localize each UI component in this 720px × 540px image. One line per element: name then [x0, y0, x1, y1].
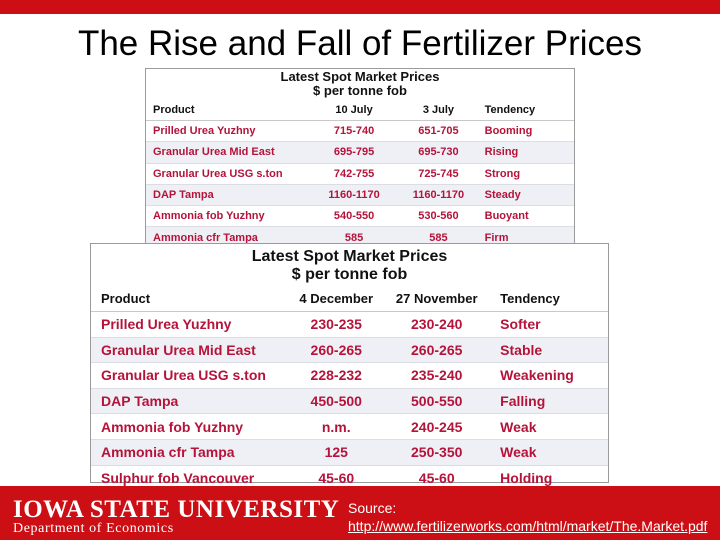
table-body: Prilled Urea Yuzhny 230-235 230-240 Softer G… — [91, 312, 608, 492]
cell-product: DAP Tampa — [153, 189, 214, 202]
table-row: DAP Tampa 450-500 500-550 Falling — [91, 388, 608, 415]
column-header-date1: 10 July — [335, 104, 373, 116]
table-row: Granular Urea USG s.ton 742-755 725-745 Str… — [146, 164, 574, 185]
cell-tendency: Firm — [484, 231, 509, 244]
cell-product: Ammonia cfr Tampa — [101, 444, 235, 461]
cell-product: Granular Urea Mid East — [153, 146, 275, 159]
price-table-july: Latest Spot Market Prices $ per tonne fo… — [145, 68, 575, 249]
column-headers: Product 4 December 27 November Tendency — [91, 286, 608, 312]
cell-price-recent: 585 — [344, 231, 364, 244]
cell-tendency: Booming — [484, 125, 533, 138]
column-header-tendency: Tendency — [484, 104, 536, 116]
cell-tendency: Weak — [500, 418, 537, 435]
cell-product: Sulphur fob Vancouver — [101, 469, 255, 486]
cell-price-recent: n.m. — [321, 418, 351, 435]
table-row: Prilled Urea Yuzhny 230-235 230-240 Softer — [91, 312, 608, 338]
cell-price-recent: 260-265 — [310, 341, 362, 358]
cell-price-earlier: 250-350 — [411, 444, 463, 461]
source-citation: Source: http://www.fertilizerworks.com/h… — [348, 499, 720, 535]
source-label: Source: — [348, 500, 397, 516]
table-subtitle: $ per tonne fob — [313, 83, 407, 99]
cell-product: Granular Urea Mid East — [101, 341, 256, 358]
column-header-product: Product — [101, 291, 151, 306]
cell-price-earlier: 1160-1170 — [412, 189, 465, 202]
table-title: Latest Spot Market Prices — [251, 248, 448, 265]
column-header-date2: 3 July — [422, 104, 455, 116]
table-row: Ammonia fob Yuzhny 540-550 530-560 Buoyant — [146, 206, 574, 228]
cell-price-recent: 540-550 — [333, 210, 375, 223]
cell-price-earlier: 585 — [429, 231, 448, 244]
cell-tendency: Buoyant — [484, 210, 529, 223]
cell-product: Prilled Urea Yuzhny — [153, 125, 256, 138]
cell-tendency: Rising — [484, 146, 519, 159]
cell-price-earlier: 235-240 — [411, 367, 463, 384]
cell-tendency: Weak — [500, 444, 537, 461]
cell-price-earlier: 651-705 — [418, 125, 459, 138]
footer-bar — [0, 486, 720, 540]
table-row: DAP Tampa 1160-1170 1160-1170 Steady — [146, 184, 574, 207]
table-row: Granular Urea Mid East 695-795 695-730 Risi… — [146, 142, 574, 164]
cell-price-recent: 450-500 — [310, 393, 362, 410]
column-header-product: Product — [153, 104, 195, 116]
cell-price-earlier: 530-560 — [418, 210, 459, 223]
table-row: Granular Urea USG s.ton 228-232 235-240 Wea… — [91, 363, 608, 389]
cell-product: Ammonia fob Yuzhny — [101, 418, 244, 435]
cell-product: Ammonia fob Yuzhny — [153, 210, 265, 223]
cell-product: Ammonia cfr Tampa — [153, 231, 258, 244]
cell-price-earlier: 240-245 — [411, 418, 463, 435]
cell-product: DAP Tampa — [101, 393, 179, 410]
table-row: Ammonia fob Yuzhny n.m. 240-245 Weak — [91, 414, 608, 440]
cell-price-recent: 715-740 — [333, 125, 375, 138]
cell-price-recent: 125 — [324, 444, 348, 461]
cell-product: Granular Urea USG s.ton — [101, 367, 266, 384]
source-link[interactable]: http://www.fertilizerworks.com/html/mark… — [348, 518, 708, 534]
table-body: Prilled Urea Yuzhny 715-740 651-705 Booming… — [146, 121, 574, 249]
column-header-date1: 4 December — [299, 291, 374, 306]
table-title: Latest Spot Market Prices — [280, 69, 440, 84]
cell-tendency: Steady — [484, 189, 521, 202]
table-subtitle: $ per tonne fob — [291, 265, 408, 283]
cell-price-earlier: 45-60 — [418, 469, 455, 486]
university-logo-wordmark: IOWA STATE UNIVERSITY — [13, 496, 340, 523]
cell-product: Prilled Urea Yuzhny — [101, 316, 232, 333]
cell-price-earlier: 725-745 — [418, 167, 459, 180]
cell-tendency: Stable — [500, 341, 543, 358]
top-accent-bar — [0, 0, 720, 14]
table-row: Ammonia cfr Tampa 125 250-350 Weak — [91, 439, 608, 466]
column-headers: Product 10 July 3 July Tendency — [146, 100, 574, 121]
column-header-tendency: Tendency — [500, 291, 560, 306]
table-header: Latest Spot Market Prices $ per tonne fo… — [146, 69, 574, 100]
price-table-december: Latest Spot Market Prices $ per tonne fo… — [90, 243, 609, 492]
slide-title: The Rise and Fall of Fertilizer Prices — [77, 24, 643, 63]
cell-price-recent: 1160-1170 — [328, 189, 380, 202]
cell-price-earlier: 230-240 — [411, 316, 463, 333]
department-name: Department of Economics — [13, 521, 174, 536]
table-row: Granular Urea Mid East 260-265 260-265 Stab… — [91, 337, 608, 364]
table-header: Latest Spot Market Prices $ per tonne fo… — [91, 244, 608, 286]
cell-tendency: Weakening — [500, 367, 574, 384]
cell-price-recent: 230-235 — [310, 316, 362, 333]
cell-tendency: Falling — [500, 393, 546, 410]
cell-tendency: Softer — [500, 316, 541, 333]
cell-price-recent: 695-795 — [333, 146, 375, 159]
cell-price-recent: 742-755 — [333, 167, 375, 180]
cell-price-earlier: 695-730 — [418, 146, 459, 159]
cell-price-earlier: 260-265 — [411, 341, 463, 358]
cell-price-recent: 45-60 — [318, 469, 355, 486]
column-header-date2: 27 November — [395, 291, 478, 306]
cell-product: Granular Urea USG s.ton — [153, 167, 283, 180]
cell-tendency: Holding — [500, 469, 553, 486]
cell-tendency: Strong — [484, 167, 521, 180]
cell-price-earlier: 500-550 — [411, 393, 463, 410]
table-row: Prilled Urea Yuzhny 715-740 651-705 Booming — [146, 121, 574, 143]
cell-price-recent: 228-232 — [310, 367, 362, 384]
